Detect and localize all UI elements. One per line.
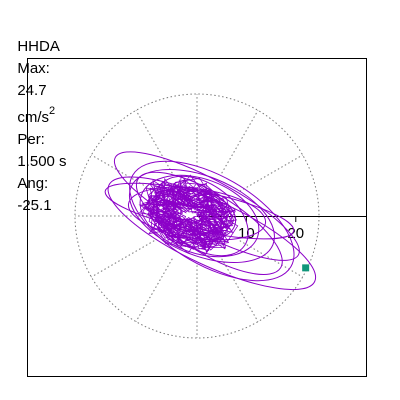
orbit-core [138, 174, 239, 255]
grid-spoke [221, 258, 259, 322]
max-unit: cm/s [17, 109, 50, 126]
per-label: Per: [17, 131, 45, 148]
orbit-loop [139, 174, 260, 258]
orbit-loop [128, 168, 275, 264]
grid-spoke [221, 110, 259, 174]
max-label: Max: [17, 60, 50, 77]
grid-spoke [239, 154, 303, 192]
grid-spoke [91, 240, 155, 278]
per-value: 1.500 s [17, 153, 67, 170]
orbit-trace [104, 151, 317, 291]
plot-frame [27, 58, 367, 377]
axis-tick-label: 20 [287, 225, 304, 242]
max-unit-exponent: 2 [49, 105, 56, 117]
max-value: 24.7 [17, 82, 47, 99]
axis-tick-label: 10 [238, 225, 255, 242]
grid-spoke [91, 154, 155, 192]
grid-spoke [135, 258, 173, 322]
end-marker [302, 264, 310, 272]
orbit-loop [129, 160, 295, 282]
ang-label: Ang: [17, 175, 49, 192]
chart-header: HHDA Max: 24.7 cm/s2 Per: 1.500 s Ang: -… [9, 14, 75, 214]
component-label: HHDA [17, 38, 60, 55]
ang-value: -25.1 [17, 197, 52, 214]
grid-spoke [135, 110, 173, 174]
